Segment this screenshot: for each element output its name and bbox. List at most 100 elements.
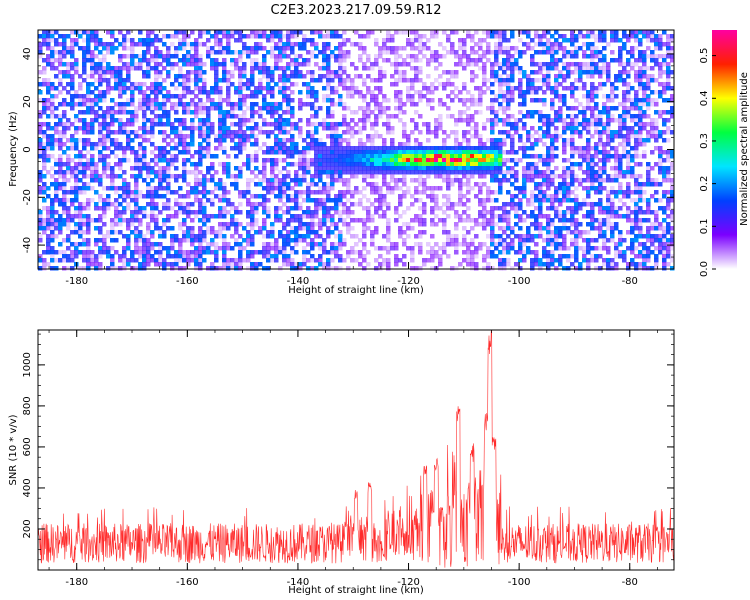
- heatmap-cell: [158, 186, 163, 191]
- heatmap-cell: [238, 106, 243, 111]
- heatmap-cell: [78, 102, 83, 107]
- heatmap-cell: [230, 106, 235, 111]
- heatmap-cell: [638, 198, 643, 203]
- heatmap-cell: [458, 186, 463, 191]
- heatmap-cell: [210, 50, 215, 55]
- heatmap-cell: [206, 198, 211, 203]
- heatmap-cell: [374, 78, 379, 83]
- heatmap-cell: [598, 70, 603, 75]
- heatmap-cell: [638, 130, 643, 135]
- heatmap-cell: [618, 166, 623, 171]
- heatmap-cell: [62, 98, 67, 103]
- heatmap-cell: [662, 234, 667, 239]
- heatmap-cell: [554, 82, 559, 87]
- heatmap-cell: [398, 154, 403, 159]
- heatmap-cell: [530, 234, 535, 239]
- heatmap-cell: [606, 198, 611, 203]
- heatmap-cell: [58, 90, 63, 95]
- heatmap-cell: [134, 166, 139, 171]
- heatmap-cell: [450, 46, 455, 51]
- heatmap-cell: [646, 198, 651, 203]
- heatmap-cell: [482, 166, 487, 171]
- heatmap-cell: [118, 82, 123, 87]
- heatmap-cell: [478, 98, 483, 103]
- heatmap-cell: [254, 194, 259, 199]
- heatmap-cell: [390, 170, 395, 175]
- heatmap-cell: [642, 98, 647, 103]
- heatmap-cell: [38, 70, 43, 75]
- heatmap-cell: [662, 86, 667, 91]
- heatmap-cell: [82, 190, 87, 195]
- heatmap-cell: [646, 66, 651, 71]
- heatmap-cell: [258, 106, 263, 111]
- heatmap-cell: [262, 58, 267, 63]
- heatmap-cell: [598, 110, 603, 115]
- heatmap-cell: [222, 166, 227, 171]
- heatmap-cell: [178, 130, 183, 135]
- heatmap-cell: [122, 218, 127, 223]
- heatmap-cell: [74, 118, 79, 123]
- heatmap-cell: [666, 62, 671, 67]
- heatmap-cell: [366, 210, 371, 215]
- heatmap-cell: [298, 54, 303, 59]
- heatmap-cell: [482, 218, 487, 223]
- heatmap-cell: [106, 46, 111, 51]
- heatmap-cell: [50, 202, 55, 207]
- heatmap-cell: [578, 110, 583, 115]
- heatmap-cell: [630, 158, 635, 163]
- heatmap-cell: [118, 78, 123, 83]
- heatmap-cell: [218, 222, 223, 227]
- heatmap-cell: [298, 158, 303, 163]
- heatmap-cell: [78, 206, 83, 211]
- heatmap-cell: [286, 150, 291, 155]
- heatmap-cell: [358, 158, 363, 163]
- heatmap-cell: [554, 114, 559, 119]
- heatmap-cell: [98, 90, 103, 95]
- heatmap-cell: [182, 238, 187, 243]
- heatmap-cell: [350, 162, 355, 167]
- heatmap-cell: [550, 42, 555, 47]
- heatmap-cell: [322, 198, 327, 203]
- heatmap-cell: [322, 150, 327, 155]
- heatmap-cell: [186, 70, 191, 75]
- heatmap-cell: [486, 198, 491, 203]
- heatmap-cell: [250, 218, 255, 223]
- heatmap-cell: [278, 86, 283, 91]
- heatmap-cell: [270, 122, 275, 127]
- heatmap-cell: [50, 82, 55, 87]
- heatmap-cell: [254, 230, 259, 235]
- heatmap-cell: [206, 146, 211, 151]
- heatmap-cell: [534, 34, 539, 39]
- heatmap-cell: [310, 210, 315, 215]
- heatmap-cell: [306, 94, 311, 99]
- heatmap-cell: [158, 118, 163, 123]
- heatmap-cell: [226, 162, 231, 167]
- heatmap-cell: [202, 134, 207, 139]
- heatmap-cell: [654, 222, 659, 227]
- heatmap-cell: [362, 162, 367, 167]
- heatmap-cell: [278, 78, 283, 83]
- heatmap-cell: [534, 214, 539, 219]
- heatmap-cell: [666, 50, 671, 55]
- heatmap-cell: [218, 102, 223, 107]
- heatmap-cell: [670, 218, 675, 223]
- heatmap-cell: [574, 194, 579, 199]
- heatmap-cell: [186, 62, 191, 67]
- heatmap-cell: [638, 110, 643, 115]
- heatmap-cell: [102, 210, 107, 215]
- heatmap-cell: [186, 170, 191, 175]
- heatmap-cell: [42, 66, 47, 71]
- heatmap-cell: [150, 218, 155, 223]
- heatmap-cell: [626, 130, 631, 135]
- heatmap-cell: [478, 86, 483, 91]
- heatmap-cell: [162, 158, 167, 163]
- heatmap-cell: [554, 50, 559, 55]
- heatmap-cell: [478, 174, 483, 179]
- heatmap-cell: [626, 62, 631, 67]
- heatmap-cell: [666, 118, 671, 123]
- heatmap-cell: [582, 66, 587, 71]
- heatmap-cell: [330, 54, 335, 59]
- heatmap-cell: [366, 146, 371, 151]
- heatmap-cell: [38, 174, 43, 179]
- heatmap-cell: [618, 62, 623, 67]
